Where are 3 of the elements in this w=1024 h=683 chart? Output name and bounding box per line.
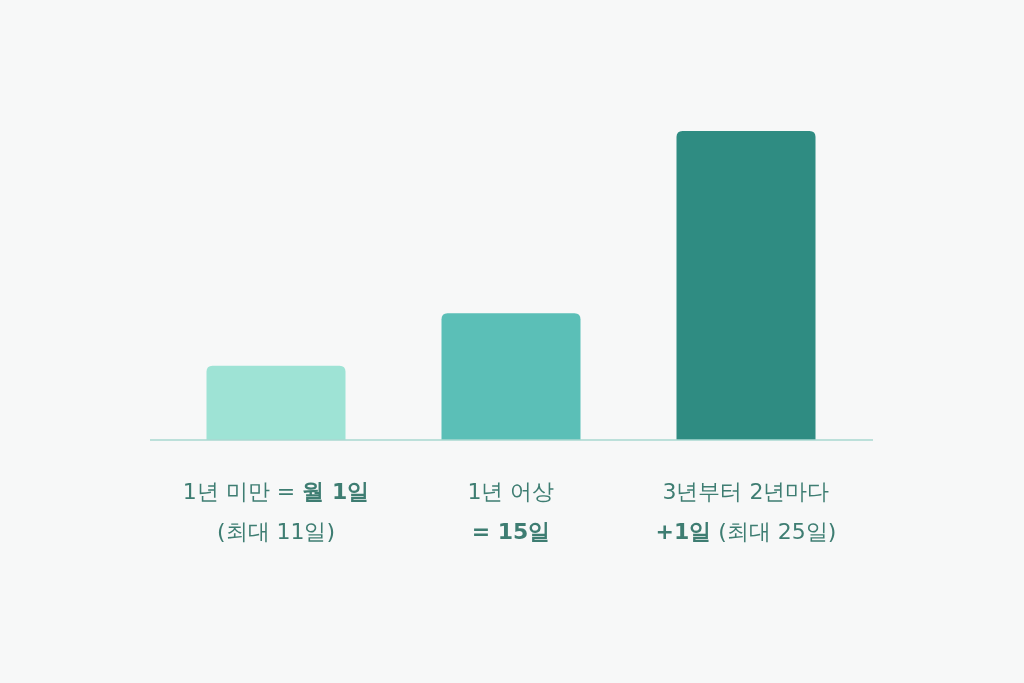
x-tick-label: 1년 어상 = 15일: [467, 479, 555, 544]
x-tick-label: 1년 미만 = 월 1일 (최대 11일): [182, 479, 370, 544]
x-tick-label: 3년부터 2년마다 +1일 (최대 25일): [655, 479, 837, 544]
